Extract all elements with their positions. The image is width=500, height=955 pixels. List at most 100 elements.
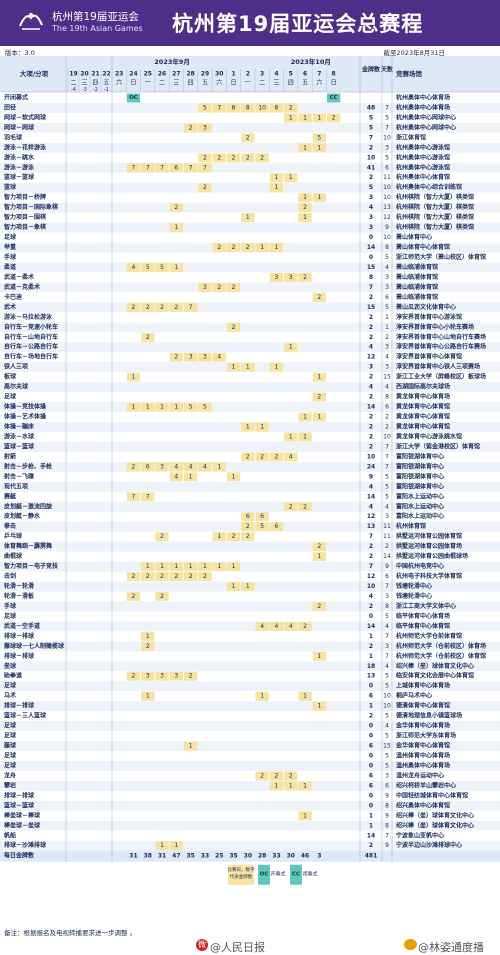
sport-label: 攀岩 [3, 781, 16, 789]
venue-name: 杭州棋院（智力大厦）棋类馆 [396, 223, 474, 231]
competition-cell [226, 362, 241, 372]
gold-count: 2 [132, 673, 136, 680]
gold-count: 2 [303, 204, 307, 211]
weibo-eye-icon [404, 939, 417, 950]
gold-count: 2 [146, 304, 150, 311]
sport-label: 智力项目－围棋 [4, 213, 46, 221]
venue-name: 浙江工商大学文体中心 [396, 602, 456, 610]
asian-games-logo [19, 13, 43, 30]
venue-name: 富阳水上运动中心 [396, 512, 444, 520]
competition-cell [226, 282, 241, 292]
gold-count: 1 [260, 244, 264, 251]
date-21: 21 [91, 71, 99, 78]
venue-name: 富阳水上运动中心 [396, 502, 444, 510]
row-bg [0, 601, 500, 612]
competition-cell [126, 492, 141, 502]
competition-cell [298, 621, 312, 631]
row-bg [0, 322, 500, 333]
competition-cell [312, 143, 326, 153]
competition-cell [312, 542, 326, 552]
row-bg [0, 501, 500, 512]
row-bg [0, 252, 500, 263]
sport-label: 网球－软式网球 [4, 113, 47, 121]
competition-cell [269, 272, 284, 282]
venue-name: 杭州师范大学仓前体育馆 [396, 632, 462, 640]
days-total: 7 [385, 583, 389, 590]
medal-total: 0 [369, 762, 373, 769]
sport-label: 自行车－竞速小轮车 [4, 323, 58, 331]
competition-cell [198, 163, 212, 173]
gold-count: 2 [317, 603, 321, 610]
days-total: 2 [385, 423, 389, 430]
days-total: 6 [385, 164, 389, 171]
venue-name: 富阳银湖体育中心 [396, 482, 444, 490]
venue-name: 中国轻纺城体育中心体育馆 [396, 791, 468, 799]
medal-total: 7 [369, 284, 373, 291]
competition-cell [184, 302, 198, 312]
col-header-sport: 大项/分项 [20, 69, 49, 78]
venue-name: 杭州师范大学（仓前校区）体育场 [396, 642, 486, 650]
medal-total: 3 [369, 214, 373, 221]
venue-name: 钱塘轮滑中心 [396, 592, 432, 600]
medal-total: 0 [369, 802, 373, 809]
venue-name: 绍兴棒（垒）球体育文化中心 [396, 662, 474, 670]
gold-count: 2 [289, 772, 293, 779]
gold-count: 2 [132, 304, 136, 311]
competition-cell [269, 243, 284, 253]
row-bg [0, 800, 500, 811]
competition-cell [312, 701, 326, 711]
gold-count: 4 [289, 623, 293, 630]
header-banner: 杭州第19届亚运会 The 19th Asian Games 杭州第19届亚运会… [0, 0, 500, 46]
weekday: 五 [202, 80, 208, 87]
competition-cell [169, 352, 183, 362]
row-bg [0, 741, 500, 752]
venue-name: 金华体育中心体育场 [395, 722, 450, 730]
row-bg [0, 372, 500, 383]
days-total: 9 [385, 224, 389, 231]
days-total: 9 [385, 792, 389, 799]
days-total: 5 [385, 613, 389, 620]
gold-count: 2 [289, 104, 293, 111]
row-bg [0, 172, 500, 183]
gold-count: 4 [203, 463, 207, 470]
gold-count: 1 [246, 423, 250, 430]
venue-name: 淳安界首体育中心游泳馆 [396, 313, 462, 321]
daily-gold-total: 35 [229, 853, 237, 860]
competition-cell [226, 472, 241, 482]
competition-cell [255, 103, 269, 113]
row-bg [0, 202, 500, 213]
gold-count: 2 [246, 154, 250, 161]
row-bg [0, 571, 500, 582]
date-7: 7 [317, 71, 321, 78]
medal-total: 0 [369, 683, 373, 690]
competition-cell [284, 781, 298, 791]
gold-count: 1 [317, 374, 321, 381]
gold-count: 4 [174, 463, 178, 470]
gold-count: 7 [189, 304, 193, 311]
competition-cell [212, 562, 226, 572]
days-total: 13 [383, 204, 391, 211]
row-bg [0, 471, 500, 482]
competition-cell [126, 572, 141, 582]
legend-oc: OC [260, 872, 269, 878]
competition-cell [241, 512, 255, 522]
days-total: 3 [385, 144, 389, 151]
venue-name: 宁波半边山沙滩排球中心 [396, 841, 462, 849]
days-total: 15 [383, 743, 391, 750]
medal-total: 2 [369, 423, 373, 430]
competition-cell [198, 352, 212, 362]
page-title: 杭州第19届亚运会总赛程 [172, 12, 424, 36]
ceremony-mark: OC [129, 95, 138, 101]
days-total: 4 [385, 503, 389, 510]
medal-total: 15 [367, 264, 375, 271]
as-of-date: 截至2023年8月31日 [383, 49, 445, 57]
gold-count: 1 [217, 563, 221, 570]
competition-cell [298, 691, 312, 701]
row-bg [0, 272, 500, 283]
sport-label: 自行车－公路自行车 [4, 343, 58, 351]
gold-count: 2 [189, 573, 193, 580]
gold-count: 1 [275, 782, 279, 789]
medal-total: 24 [367, 463, 375, 470]
gold-count: 1 [174, 224, 178, 231]
competition-cell [126, 302, 141, 312]
